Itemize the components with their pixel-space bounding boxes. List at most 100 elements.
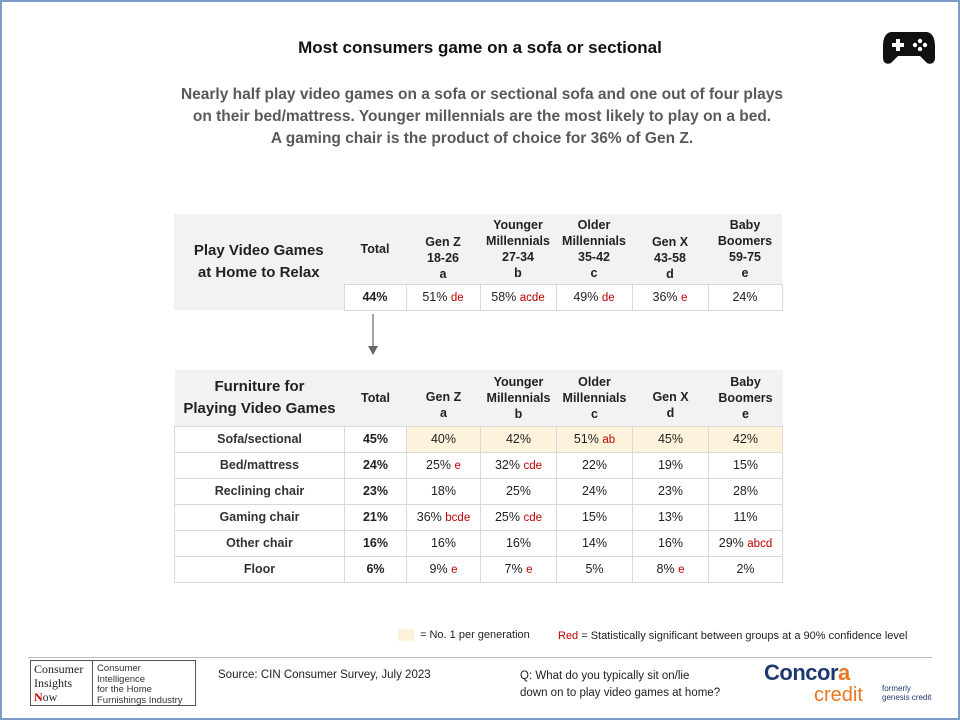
relax-table-header: Play Video Games at Home to Relax Total … [174, 214, 782, 310]
value: 24% [581, 484, 608, 498]
value-cell: 16% [480, 529, 557, 557]
tagline-line: for the Home [97, 684, 152, 695]
value-cell: 24% [707, 283, 783, 311]
formerly-line: genesis credit [882, 693, 932, 702]
col-line: Gen X [651, 234, 689, 249]
col-gen-z: Gen Z 18-26 a [406, 214, 480, 284]
col-line: Baby [729, 217, 761, 232]
col-line: Older [577, 217, 611, 232]
value-cell: 29% abcd [708, 529, 783, 557]
value-cell: 32% cde [480, 451, 557, 479]
value: 23% [657, 484, 684, 498]
value: 25% [426, 458, 452, 472]
subtitle-line: Nearly half play video games on a sofa o… [180, 86, 784, 103]
total-cell: 16% [344, 529, 407, 557]
value: 18% [430, 484, 457, 498]
legend-swatch [398, 629, 414, 641]
value-cell: 36% bcde [406, 503, 481, 531]
legend-red-label: = Statistically significant between grou… [578, 630, 908, 642]
value: 7% [504, 562, 523, 576]
row-label: Other chair [174, 529, 345, 557]
legend-top-label: = No. 1 per generation [420, 629, 530, 641]
value-cell: 5% [556, 555, 633, 583]
value-cell: 42% [708, 425, 783, 453]
logo-line: Consumer [34, 662, 84, 676]
value-cell: 7% e [480, 555, 557, 583]
sig-letters: acde [519, 292, 545, 304]
col-line: a [440, 405, 447, 420]
value: 32% [494, 458, 520, 472]
value-cell: 22% [556, 451, 633, 479]
row-label: Floor [174, 555, 345, 583]
col-baby-boomers: Baby Boomers e [708, 370, 783, 426]
row-label: Reclining chair [174, 477, 345, 505]
value-cell: 49% de [555, 283, 633, 311]
footer-divider [28, 657, 932, 658]
survey-question: Q: What do you typically sit on/lie down… [520, 668, 720, 702]
value-cell: 23% [632, 477, 709, 505]
col-line: a [439, 266, 447, 281]
concora-logo: Concora credit formerly genesis credit [764, 660, 940, 708]
col-older-millennials: Older Millennials 35-42 c [556, 214, 632, 284]
furniture-table-body: Sofa/sectional 45% 40% 42% 51% ab 45% 42% B… [174, 425, 783, 583]
total-cell: 23% [344, 477, 407, 505]
sig-letters: e [681, 292, 688, 304]
arrow-down-icon [368, 314, 378, 355]
row-label: Bed/mattress [174, 451, 345, 479]
col-line: Total [361, 391, 390, 405]
value-cell: 25% e [406, 451, 481, 479]
concora-wordmark: Concora [764, 660, 850, 686]
value-cell: 18% [406, 477, 481, 505]
table-row: Gaming chair 21% 36% bcde 25% cde 15% 13% 11… [174, 503, 783, 531]
sig-letters: ab [602, 434, 616, 446]
value-cell: 58% acde [479, 283, 557, 311]
col-line: Millennials [486, 390, 551, 405]
col-line: 43-58 [654, 250, 686, 265]
value-cell: 13% [632, 503, 709, 531]
value-cell: 2% [708, 555, 783, 583]
concora-formerly: formerly genesis credit [882, 684, 931, 702]
total-cell: 45% [344, 425, 407, 453]
value: 15% [732, 458, 759, 472]
value-cell: 16% [406, 529, 481, 557]
relax-table: Play Video Games at Home to Relax Total … [174, 214, 783, 311]
col-line: 18-26 [427, 250, 459, 265]
value: 42% [505, 432, 532, 446]
legend-significance: Red = Statistically significant between … [558, 630, 907, 642]
value: 15% [581, 510, 608, 524]
formerly-line: formerly [882, 684, 911, 693]
sig-letters: de [601, 292, 615, 304]
relax-table-title: Play Video Games at Home to Relax [174, 214, 344, 310]
value-cell: 51% ab [556, 425, 633, 453]
cin-logo-wordmark: Consumer Insights Now [31, 661, 93, 705]
value: 22% [581, 458, 608, 472]
col-line: Millennials [562, 233, 626, 248]
value: 58% [491, 290, 517, 304]
value-cell: 8% e [632, 555, 709, 583]
value: 28% [732, 484, 759, 498]
subtitle-line: A gaming chair is the product of choice … [270, 130, 694, 147]
title-line: Furniture for [214, 377, 305, 395]
logo-line: Now [34, 690, 89, 704]
value-cell: 16% [632, 529, 709, 557]
legend-red-word: Red [558, 630, 579, 642]
logo-line: Insights [34, 676, 73, 690]
question-line: down on to play video games at home? [520, 687, 721, 699]
logo-ow: ow [42, 690, 58, 704]
value-cell: 51% de [405, 283, 481, 311]
value-cell: 28% [708, 477, 783, 505]
tagline-line: Consumer Intelligence [97, 663, 146, 685]
logo-n: N [34, 690, 43, 704]
value: 14% [581, 536, 608, 550]
col-younger-millennials: Younger Millennials b [480, 370, 557, 426]
value: 51% [573, 432, 599, 446]
value-cell: 19% [632, 451, 709, 479]
cin-logo-tagline: Consumer Intelligence for the Home Furni… [93, 661, 195, 705]
value-cell: 25% [480, 477, 557, 505]
value: 25% [494, 510, 520, 524]
col-line: c [591, 406, 598, 421]
sig-letters: abcd [747, 538, 773, 550]
col-younger-millennials: Younger Millennials 27-34 b [480, 214, 556, 284]
row-label: Sofa/sectional [174, 425, 345, 453]
value-cell: 25% cde [480, 503, 557, 531]
